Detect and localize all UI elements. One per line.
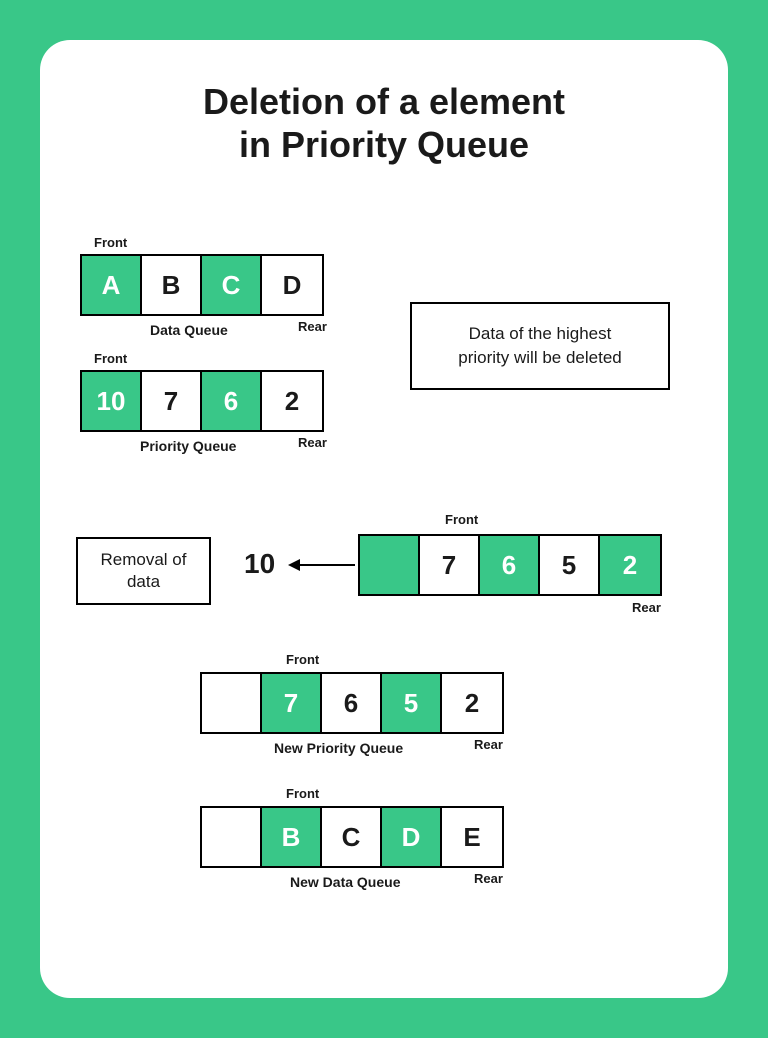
rear-label-4: Rear bbox=[474, 737, 503, 752]
queue-cell: A bbox=[82, 256, 142, 314]
queue-cell: D bbox=[382, 808, 442, 866]
new-data-caption: New Data Queue bbox=[290, 874, 400, 890]
queue-cell: 5 bbox=[382, 674, 442, 732]
removal-line2: data bbox=[127, 572, 160, 591]
queue-cell: 7 bbox=[420, 536, 480, 594]
new-data-queue-row: BCDE bbox=[200, 806, 504, 868]
queue-cell: C bbox=[202, 256, 262, 314]
priority-queue-caption: Priority Queue bbox=[140, 438, 236, 454]
data-queue-caption: Data Queue bbox=[150, 322, 228, 338]
queue-cell: 6 bbox=[480, 536, 540, 594]
queue-cell bbox=[202, 674, 262, 732]
queue-cell: 7 bbox=[142, 372, 202, 430]
front-label-3: Front bbox=[445, 512, 478, 527]
queue-cell: 6 bbox=[202, 372, 262, 430]
front-label-1: Front bbox=[94, 235, 127, 250]
rear-label-1: Rear bbox=[298, 319, 327, 334]
title-line2: in Priority Queue bbox=[239, 124, 529, 165]
diagram-card: Deletion of a element in Priority Queue … bbox=[40, 40, 728, 998]
removal-box: Removal of data bbox=[76, 537, 211, 605]
queue-cell bbox=[202, 808, 262, 866]
queue-cell: 2 bbox=[600, 536, 660, 594]
rear-label-2: Rear bbox=[298, 435, 327, 450]
queue-cell bbox=[360, 536, 420, 594]
queue-cell: E bbox=[442, 808, 502, 866]
removal-line1: Removal of bbox=[101, 550, 187, 569]
queue-cell: 6 bbox=[322, 674, 382, 732]
queue-cell: B bbox=[142, 256, 202, 314]
removal-arrow bbox=[290, 564, 355, 566]
rear-label-5: Rear bbox=[474, 871, 503, 886]
queue-cell: 7 bbox=[262, 674, 322, 732]
queue-cell: C bbox=[322, 808, 382, 866]
rear-label-3: Rear bbox=[632, 600, 661, 615]
queue-cell: 5 bbox=[540, 536, 600, 594]
title-line1: Deletion of a element bbox=[203, 81, 565, 122]
queue-cell: B bbox=[262, 808, 322, 866]
data-queue-row: ABCD bbox=[80, 254, 324, 316]
front-label-5: Front bbox=[286, 786, 319, 801]
priority-queue-row: 10762 bbox=[80, 370, 324, 432]
info-box: Data of the highest priority will be del… bbox=[410, 302, 670, 390]
queue-cell: 2 bbox=[442, 674, 502, 732]
info-line2: priority will be deleted bbox=[458, 348, 621, 367]
page-title: Deletion of a element in Priority Queue bbox=[70, 80, 698, 166]
queue-cell: D bbox=[262, 256, 322, 314]
removal-queue-row: 7652 bbox=[358, 534, 662, 596]
new-priority-caption: New Priority Queue bbox=[274, 740, 403, 756]
popped-value: 10 bbox=[244, 548, 275, 580]
front-label-2: Front bbox=[94, 351, 127, 366]
front-label-4: Front bbox=[286, 652, 319, 667]
queue-cell: 2 bbox=[262, 372, 322, 430]
info-line1: Data of the highest bbox=[469, 324, 612, 343]
queue-cell: 10 bbox=[82, 372, 142, 430]
new-priority-queue-row: 7652 bbox=[200, 672, 504, 734]
